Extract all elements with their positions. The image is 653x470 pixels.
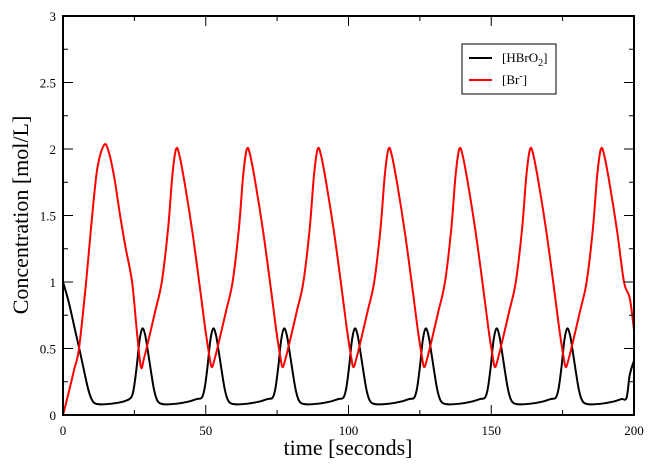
ticks-layer: 0 50 100 150 200 0 0.5 1 1.5 2 2.5 3 [40, 9, 644, 438]
x-tick-label: 0 [60, 423, 67, 438]
legend: [HBrO2] [Br-] [461, 43, 557, 95]
y-tick-label: 0 [50, 408, 57, 423]
y-tick-label: 3 [50, 9, 57, 24]
x-axis-title: time [seconds] [284, 435, 413, 460]
y-tick-label: 2 [50, 142, 57, 157]
y-tick-label: 1 [50, 275, 57, 290]
legend-label-hbro2: [HBrO2] [502, 50, 547, 69]
y-tick-label: 0.5 [40, 342, 56, 357]
y-tick-label: 2.5 [40, 76, 56, 91]
x-tick-label: 50 [199, 423, 212, 438]
x-tick-label: 200 [624, 423, 644, 438]
series-line-hbro2 [62, 281, 635, 406]
series-layer [62, 143, 635, 416]
series-line-br [62, 143, 635, 416]
x-tick-label: 100 [339, 423, 359, 438]
y-tick-label: 1.5 [40, 209, 56, 224]
legend-box [461, 43, 557, 95]
legend-label-br: [Br-] [502, 71, 527, 87]
x-tick-label: 150 [482, 423, 502, 438]
y-axis-title: Concentration [mol/L] [8, 116, 33, 315]
